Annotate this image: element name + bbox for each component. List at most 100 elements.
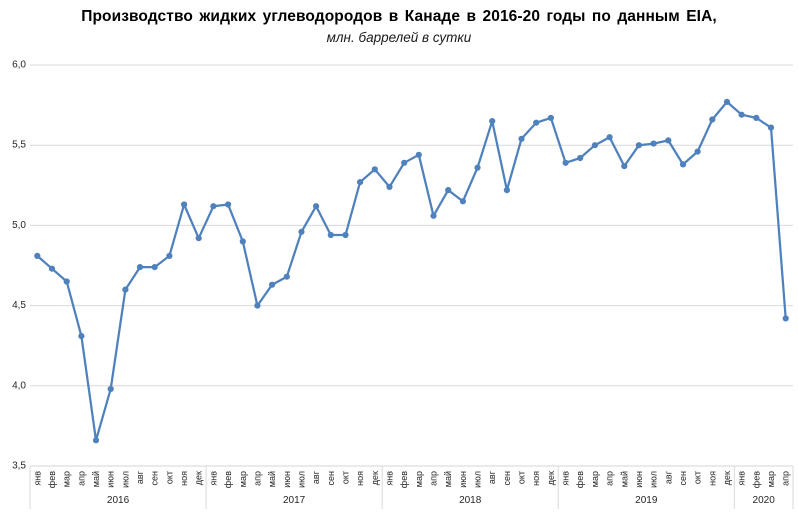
y-axis-tick-label: 5,0 [12, 220, 26, 231]
x-axis-month-label: май [443, 471, 453, 487]
data-point-marker [239, 238, 246, 245]
x-axis-month-label: июл [120, 471, 130, 488]
data-point-marker [459, 198, 466, 205]
data-point-marker [357, 179, 364, 186]
x-axis-month-label: ноя [707, 471, 717, 486]
data-point-marker [650, 140, 657, 147]
x-axis-month-label: июн [106, 471, 116, 488]
x-axis-month-label: сен [150, 471, 160, 486]
x-axis-month-label: фев [399, 471, 409, 488]
data-point-marker [195, 235, 202, 242]
x-axis-month-label: фев [575, 471, 585, 488]
x-axis-month-label: апр [76, 471, 86, 486]
x-axis-month-label: июн [634, 471, 644, 488]
data-point-marker [92, 437, 100, 444]
data-point-marker [181, 201, 188, 208]
x-axis-month-label: мар [414, 471, 424, 487]
data-point-marker [518, 135, 525, 142]
data-point-marker [753, 114, 760, 121]
data-point-marker [621, 163, 628, 170]
x-axis-month-label: май [619, 471, 629, 487]
data-point-marker [327, 231, 334, 239]
x-axis-month-label: дек [370, 471, 380, 485]
data-point-marker [489, 118, 496, 125]
data-point-marker [342, 231, 349, 239]
data-point-marker [107, 385, 114, 393]
y-axis-tick-label: 5,5 [12, 140, 26, 151]
data-point-marker [151, 264, 158, 271]
data-point-marker [591, 142, 599, 149]
data-point-marker [679, 161, 687, 168]
data-point-marker [166, 252, 173, 259]
x-axis-month-label: янв [32, 471, 42, 486]
x-axis-year-label: 2020 [753, 495, 776, 506]
x-axis-month-label: мар [62, 471, 72, 487]
x-axis-month-label: сен [326, 471, 336, 486]
production-trend-line [36, 100, 787, 442]
data-point-marker [136, 264, 144, 271]
x-axis-month-label: авг [311, 470, 321, 484]
y-axis-tick-label: 6,0 [12, 60, 26, 71]
x-axis-month-label: янв [384, 471, 394, 486]
x-axis-month-label: фев [751, 471, 761, 488]
data-point-marker [782, 315, 789, 322]
x-axis-month-label: окт [340, 471, 350, 484]
data-point-marker [723, 98, 731, 105]
x-axis-month-label: апр [429, 471, 439, 486]
data-point-marker [210, 203, 217, 210]
data-point-marker [401, 159, 408, 166]
x-axis-month-label: дек [194, 471, 204, 485]
data-point-marker [63, 278, 70, 285]
x-axis-month-label: фев [47, 471, 57, 488]
chart-subtitle: млн. баррелей в сутки [326, 30, 472, 45]
data-point-marker [577, 154, 584, 162]
data-point-marker [283, 273, 290, 280]
data-point-marker [709, 116, 716, 123]
data-point-marker [533, 119, 540, 126]
data-point-marker [254, 302, 261, 309]
data-point-marker [445, 187, 452, 194]
data-point-marker [562, 159, 569, 166]
x-axis-month-label: янв [561, 471, 571, 486]
data-point-marker [48, 265, 56, 272]
data-point-marker [371, 166, 378, 173]
x-axis-month-label: июн [458, 471, 468, 488]
x-axis-year-label: 2019 [635, 495, 658, 506]
x-axis-month-label: ноя [355, 471, 365, 486]
x-axis-month-label: мар [238, 471, 248, 487]
x-axis-month-label: сен [502, 471, 512, 486]
y-axis-tick-label: 4,5 [12, 300, 26, 311]
x-axis-month-label: апр [605, 471, 615, 486]
x-axis-month-label: ноя [179, 471, 189, 486]
y-axis-tick-label: 4,0 [12, 380, 26, 391]
x-axis-month-label: окт [164, 471, 174, 484]
data-point-marker [767, 124, 775, 131]
x-axis-month-label: июл [649, 471, 659, 488]
data-point-marker [738, 111, 745, 118]
x-axis-month-label: авг [135, 470, 145, 484]
data-point-marker [386, 183, 393, 190]
x-axis-month-label: апр [781, 471, 791, 486]
data-point-marker [78, 333, 85, 340]
data-point-marker [415, 151, 422, 158]
x-axis-month-label: мар [590, 471, 600, 487]
x-axis-month-label: май [267, 471, 277, 487]
data-point-marker [430, 212, 437, 219]
chart-title: Производство жидких углеводородов в Кана… [81, 8, 717, 25]
x-axis-month-label: окт [693, 471, 703, 484]
data-point-marker [269, 281, 276, 288]
x-axis-month-label: апр [252, 471, 262, 486]
data-point-marker [665, 137, 672, 144]
x-axis-month-label: окт [517, 471, 527, 484]
x-axis-month-label: ноя [531, 471, 541, 486]
x-axis-month-label: дек [546, 471, 556, 485]
x-axis-month-label: сен [678, 471, 688, 486]
data-point-marker [313, 203, 320, 210]
x-axis-month-label: мар [766, 471, 776, 487]
data-point-marker [694, 148, 701, 155]
x-axis-month-label: авг [663, 470, 673, 484]
data-point-marker [635, 142, 643, 149]
data-point-marker [474, 164, 481, 171]
data-point-marker [122, 286, 129, 293]
